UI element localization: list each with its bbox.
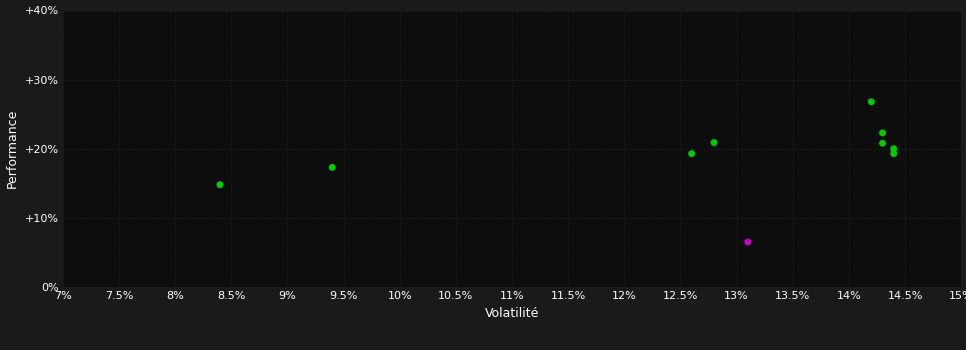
Point [864,99,879,105]
X-axis label: Volatilité: Volatilité [485,307,539,320]
Point [875,140,891,146]
Y-axis label: Performance: Performance [6,109,19,188]
Point [886,151,901,156]
Point [706,140,722,145]
Point [325,164,340,170]
Point [213,182,228,188]
Point [740,239,755,245]
Point [684,151,699,156]
Point [886,146,901,152]
Point [875,130,891,136]
